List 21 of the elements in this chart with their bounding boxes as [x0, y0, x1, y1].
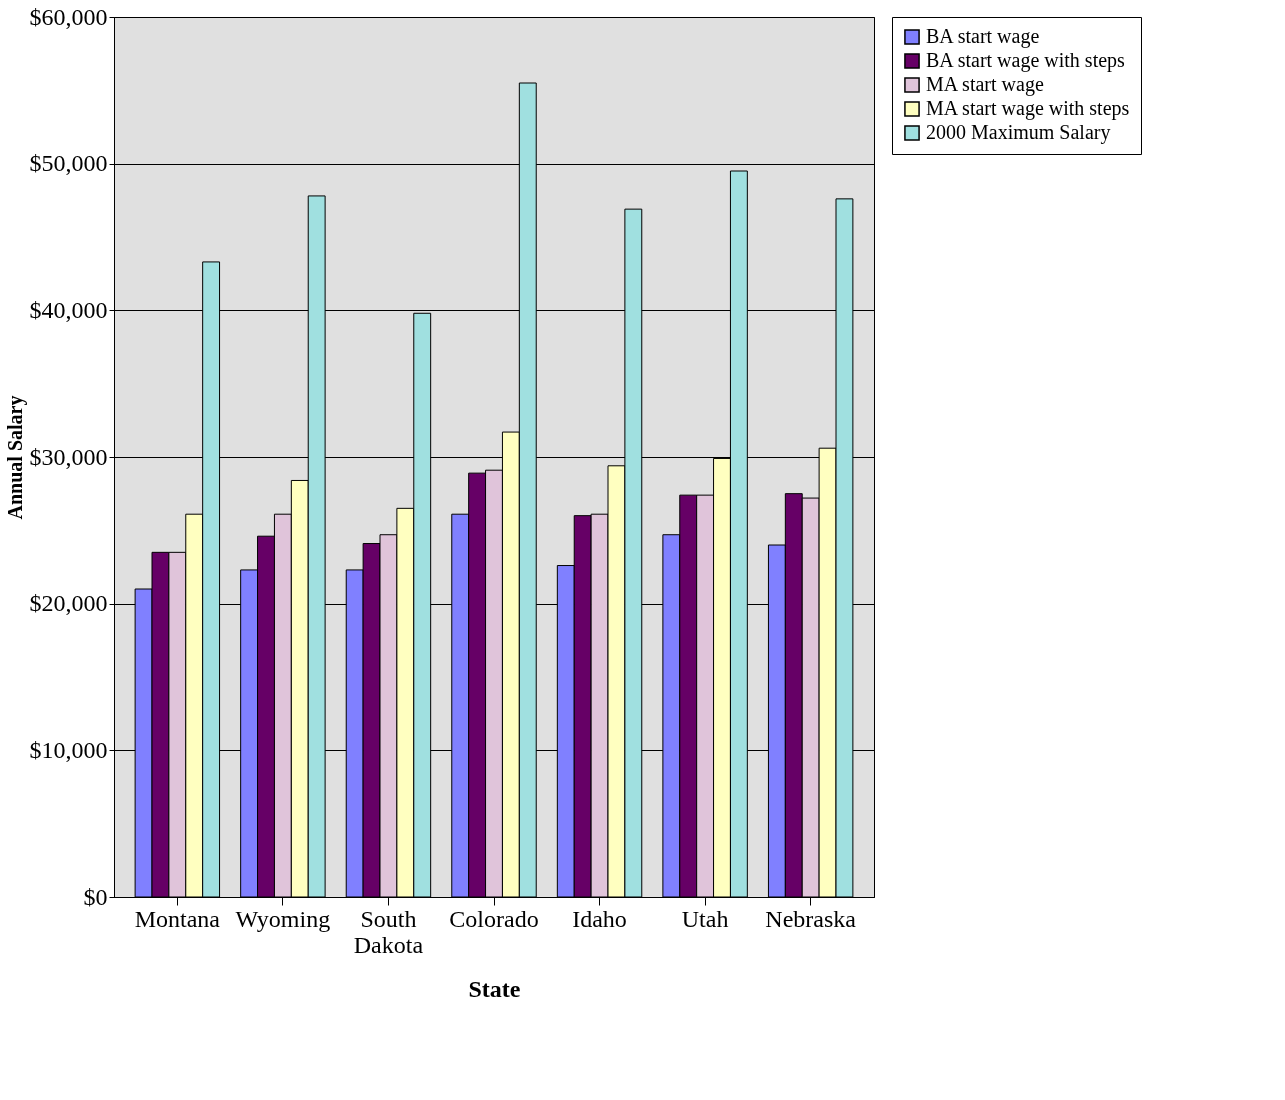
y-tick-label: $60,000 [29, 3, 108, 30]
x-tick-label: Montana [134, 905, 221, 932]
y-tick-label: $20,000 [29, 590, 108, 617]
legend-label: BA start wage with steps [926, 49, 1126, 72]
legend-label: MA start wage with steps [926, 97, 1130, 120]
y-tick-label: $0 [83, 883, 108, 910]
x-tick-label: Colorado [449, 905, 539, 932]
y-tick-label: $30,000 [29, 443, 108, 470]
x-tick-label: Utah [681, 905, 729, 932]
x-tick-label: Idaho [572, 905, 627, 932]
y-axis-title: Annual Salary [3, 395, 27, 520]
y-tick-label: $50,000 [29, 150, 108, 177]
legend-label: BA start wage [926, 25, 1040, 48]
y-tick-label: $40,000 [29, 296, 108, 323]
legend-label: MA start wage [926, 73, 1044, 96]
x-tick-label: Nebraska [765, 905, 857, 932]
legend-label: 2000 Maximum Salary [926, 121, 1111, 144]
y-tick-label: $10,000 [29, 736, 108, 763]
x-axis-title: State [468, 975, 521, 1002]
x-tick-label: South Dakota [353, 905, 424, 958]
x-tick-label: Wyoming [235, 905, 331, 932]
